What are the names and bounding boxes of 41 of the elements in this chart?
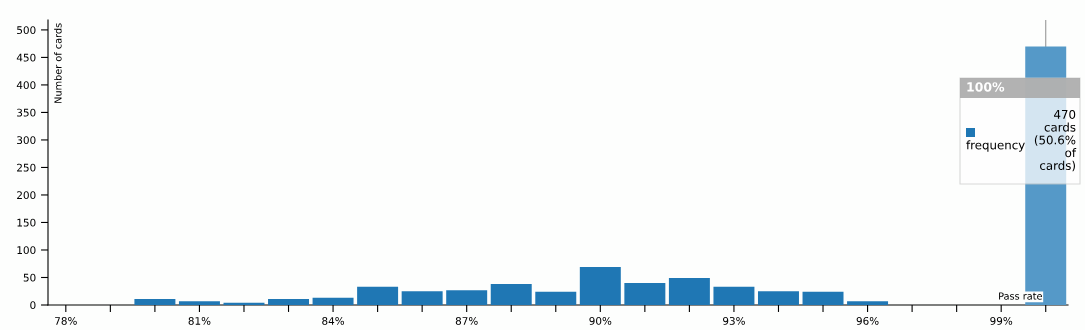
x-tick-label: 87% [455,316,478,325]
y-tick-label: 100 [17,246,36,255]
bar [624,282,666,305]
bar [713,286,755,305]
x-tick-label: 96% [856,316,879,325]
bar [357,286,399,305]
y-tick-label: 500 [17,26,36,35]
x-axis-title: Pass rate [999,292,1042,300]
y-tick-label: 350 [17,108,36,117]
annotation: 100% [967,82,1005,92]
bar [802,291,844,305]
bar [579,267,621,305]
bar [268,298,310,305]
y-tick-label: 0 [30,301,36,310]
bar [178,301,220,305]
y-tick-label: 450 [16,53,36,62]
annotation: 470 cards (50.6% of cards) [1034,109,1077,172]
bar [668,278,710,305]
bar [757,291,799,305]
x-tick-label: 93% [723,316,745,325]
x-tick-label: 81% [188,316,211,325]
y-tick-label: 200 [17,191,36,200]
bar [134,298,176,305]
y-tick-label: 250 [17,163,36,172]
bar [446,290,488,305]
y-tick-label: 400 [16,81,36,90]
y-tick-label: 50 [23,273,36,282]
bar [847,301,889,305]
x-tick-label: 90% [589,316,612,325]
y-tick-label: 300 [17,136,36,145]
y-tick-label: 150 [17,218,36,227]
bar [490,284,532,305]
x-tick-label: 78% [55,316,77,325]
bar [312,297,354,305]
y-axis-title: Number of cards [54,23,62,103]
bar [535,291,577,305]
bar [223,302,265,305]
bar [401,291,443,305]
legend-label: frequency [966,140,1025,152]
x-tick-label: 99% [990,316,1013,325]
x-tick-label: 84% [322,316,345,325]
